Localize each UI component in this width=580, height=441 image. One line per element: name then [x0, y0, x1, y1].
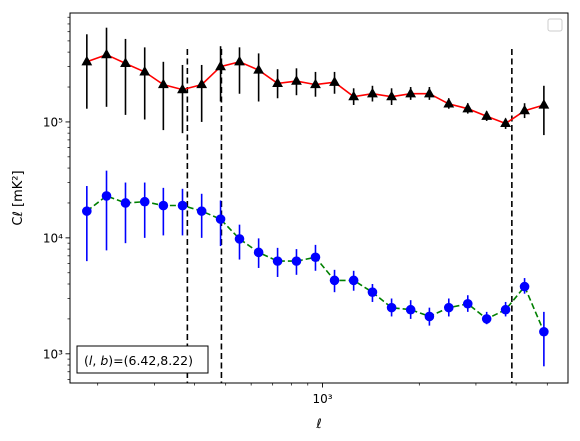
series-2-point [310, 252, 321, 263]
annotation-text-part: ( [84, 353, 89, 368]
series-2 [82, 170, 549, 367]
series-1-point [157, 78, 169, 89]
series-2-point [424, 311, 435, 322]
series-1-point [405, 87, 417, 98]
series-1-point [462, 102, 474, 113]
series-2-point [234, 234, 245, 244]
series-2-point [386, 302, 397, 313]
tick-layer: 10³ 10³ 10⁴ 10⁵ [43, 16, 548, 406]
series-1-point [120, 57, 131, 67]
series-2-point [196, 206, 207, 216]
legend-box [547, 18, 563, 32]
annotation-text-part: b [100, 353, 108, 368]
series-1-point [329, 76, 340, 86]
series-2-point [348, 275, 359, 286]
series-1-point [253, 64, 265, 74]
series-1-point [386, 90, 397, 101]
annotation-text: (l, b)=(6.42,8.22) [84, 353, 193, 368]
series-2-point [329, 275, 340, 286]
series-1-point [139, 65, 151, 76]
series-1-point [234, 55, 245, 66]
series-layer [81, 27, 550, 367]
series-1-point [196, 78, 208, 89]
series-1-point [519, 104, 530, 115]
series-2-point [539, 326, 549, 337]
series-2-point [519, 281, 530, 292]
series-1-point [367, 87, 378, 98]
series-2-point [120, 198, 131, 208]
series-2-point [367, 287, 378, 297]
annotation-text-part: l [89, 353, 93, 368]
series-2-point [101, 191, 112, 201]
series-2-point [272, 256, 283, 266]
series-1-point [177, 83, 188, 94]
annotation-text-part: )=(6.42,8.22) [108, 353, 193, 368]
series-2-point [405, 304, 416, 315]
series-1-point [443, 97, 455, 108]
x-axis-label: ℓ [315, 417, 321, 432]
series-2-point [462, 298, 473, 309]
series-2-point [253, 247, 264, 258]
series-1-point [310, 78, 321, 89]
x-tick-label: 10³ [312, 392, 332, 406]
annotation-text-part: , [92, 353, 100, 368]
annotation-frame [76, 345, 209, 374]
series-1 [81, 27, 550, 136]
series-1-point [272, 77, 283, 87]
series-1-point [538, 98, 550, 109]
series-1-point [500, 117, 511, 128]
y-tick-label: 10⁵ [43, 115, 63, 129]
series-2-point [215, 214, 226, 224]
series-1-point [81, 55, 93, 66]
series-2-point [291, 256, 302, 266]
series-2-point [481, 314, 492, 324]
y-tick-label: 10⁴ [43, 231, 63, 245]
series-1-point [215, 60, 226, 71]
series-2-point [82, 206, 92, 216]
series-2-point [139, 196, 150, 207]
y-tick-label: 10³ [43, 347, 63, 361]
series-2-point [443, 302, 454, 313]
series-2-point [500, 304, 511, 315]
series-2-point [158, 200, 169, 211]
series-1-point [291, 75, 302, 85]
series-2-point [177, 200, 188, 211]
series-1-point [424, 87, 435, 98]
axes-frame [69, 12, 569, 384]
series-1-point [348, 90, 360, 101]
annotation-box: (l, b)=(6.42,8.22) [76, 345, 209, 374]
y-axis-label: Cℓ [mK²] [11, 170, 26, 225]
series-1-point [481, 110, 493, 120]
series-1-point [101, 48, 112, 59]
